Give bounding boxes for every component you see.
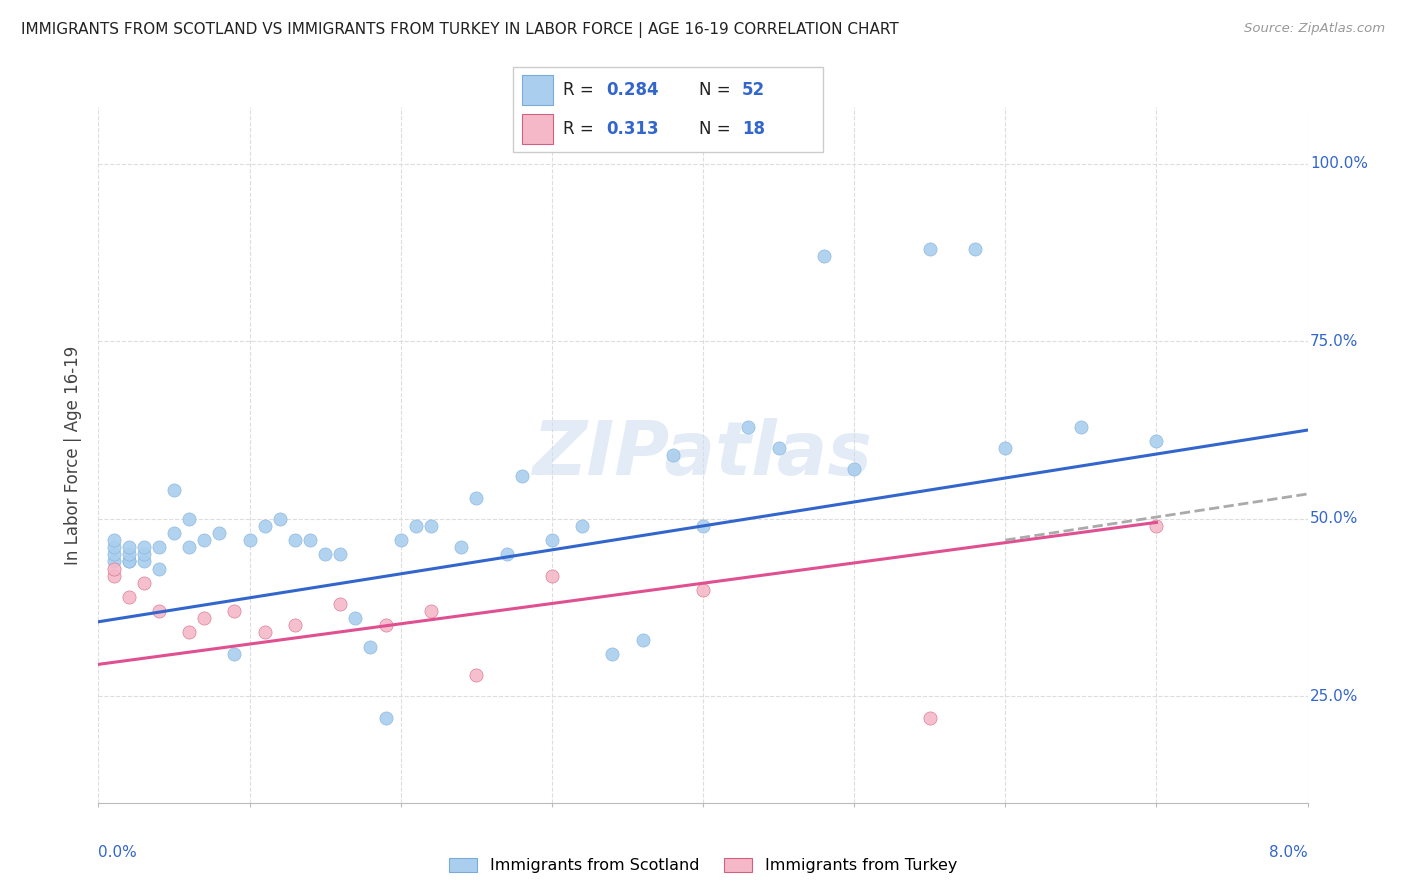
Point bbox=[118, 540, 141, 554]
Point bbox=[253, 625, 276, 640]
Point bbox=[163, 483, 186, 498]
Point bbox=[103, 540, 125, 554]
Text: 50.0%: 50.0% bbox=[1310, 511, 1358, 526]
Point bbox=[813, 249, 835, 263]
Text: R =: R = bbox=[562, 120, 593, 137]
Point bbox=[103, 554, 125, 568]
Point bbox=[179, 512, 201, 526]
Point bbox=[208, 526, 231, 541]
Point bbox=[132, 554, 155, 568]
Point bbox=[344, 611, 367, 625]
Point bbox=[269, 512, 291, 526]
Point bbox=[118, 554, 141, 568]
Text: 75.0%: 75.0% bbox=[1310, 334, 1358, 349]
Point bbox=[253, 519, 276, 533]
Y-axis label: In Labor Force | Age 16-19: In Labor Force | Age 16-19 bbox=[65, 345, 83, 565]
Point bbox=[148, 561, 170, 575]
Point bbox=[163, 526, 186, 541]
Point bbox=[359, 640, 381, 654]
Point bbox=[419, 519, 441, 533]
Point bbox=[692, 582, 714, 597]
Point bbox=[737, 419, 759, 434]
Text: ZIPatlas: ZIPatlas bbox=[533, 418, 873, 491]
Text: 25.0%: 25.0% bbox=[1310, 689, 1358, 704]
Point bbox=[148, 540, 170, 554]
Point bbox=[329, 547, 352, 561]
Point bbox=[571, 519, 593, 533]
Point bbox=[224, 647, 246, 661]
Point bbox=[132, 547, 155, 561]
Text: 8.0%: 8.0% bbox=[1268, 845, 1308, 860]
Point bbox=[844, 462, 866, 476]
Point bbox=[540, 533, 562, 548]
Point bbox=[103, 533, 125, 548]
Point bbox=[1144, 519, 1167, 533]
Text: 100.0%: 100.0% bbox=[1310, 156, 1368, 171]
Text: N =: N = bbox=[699, 81, 730, 99]
Point bbox=[450, 540, 472, 554]
Point bbox=[179, 625, 201, 640]
Point bbox=[374, 710, 396, 724]
Text: Source: ZipAtlas.com: Source: ZipAtlas.com bbox=[1244, 22, 1385, 36]
Point bbox=[193, 611, 215, 625]
Point bbox=[239, 533, 262, 548]
Point bbox=[602, 647, 624, 661]
Text: 0.284: 0.284 bbox=[606, 81, 658, 99]
Point bbox=[148, 604, 170, 618]
Bar bbox=[523, 75, 554, 105]
Text: IMMIGRANTS FROM SCOTLAND VS IMMIGRANTS FROM TURKEY IN LABOR FORCE | AGE 16-19 CO: IMMIGRANTS FROM SCOTLAND VS IMMIGRANTS F… bbox=[21, 22, 898, 38]
Point bbox=[118, 547, 141, 561]
Bar bbox=[523, 113, 554, 144]
Text: R =: R = bbox=[562, 81, 593, 99]
Text: 52: 52 bbox=[742, 81, 765, 99]
Point bbox=[661, 448, 683, 462]
Point bbox=[132, 540, 155, 554]
Point bbox=[329, 597, 352, 611]
Point bbox=[179, 540, 201, 554]
Point bbox=[193, 533, 215, 548]
Text: 18: 18 bbox=[742, 120, 765, 137]
Point bbox=[465, 668, 488, 682]
Text: 0.313: 0.313 bbox=[606, 120, 658, 137]
Text: N =: N = bbox=[699, 120, 730, 137]
Point bbox=[768, 441, 790, 455]
Point bbox=[918, 710, 941, 724]
Point bbox=[465, 491, 488, 505]
Point bbox=[284, 533, 307, 548]
Point bbox=[132, 575, 155, 590]
Point bbox=[299, 533, 322, 548]
Text: 0.0%: 0.0% bbox=[98, 845, 138, 860]
Point bbox=[224, 604, 246, 618]
Point bbox=[918, 242, 941, 256]
Point bbox=[510, 469, 533, 483]
FancyBboxPatch shape bbox=[513, 67, 823, 152]
Point bbox=[540, 568, 562, 582]
Point bbox=[994, 441, 1017, 455]
Point bbox=[284, 618, 307, 632]
Point bbox=[965, 242, 987, 256]
Point bbox=[103, 547, 125, 561]
Point bbox=[374, 618, 396, 632]
Point bbox=[389, 533, 412, 548]
Point bbox=[495, 547, 517, 561]
Legend: Immigrants from Scotland, Immigrants from Turkey: Immigrants from Scotland, Immigrants fro… bbox=[441, 851, 965, 880]
Point bbox=[314, 547, 336, 561]
Point bbox=[118, 590, 141, 604]
Point bbox=[419, 604, 441, 618]
Point bbox=[631, 632, 654, 647]
Point bbox=[1144, 434, 1167, 448]
Point bbox=[103, 568, 125, 582]
Point bbox=[692, 519, 714, 533]
Point bbox=[103, 561, 125, 575]
Point bbox=[118, 554, 141, 568]
Point bbox=[405, 519, 427, 533]
Point bbox=[1070, 419, 1092, 434]
